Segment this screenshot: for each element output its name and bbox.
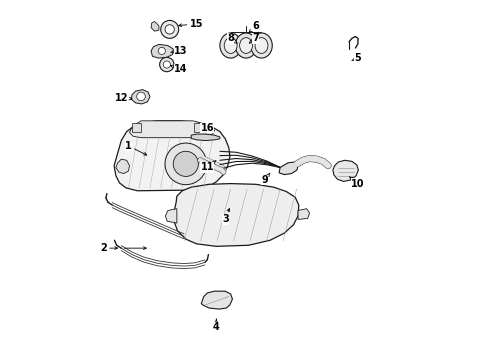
- Ellipse shape: [165, 25, 174, 34]
- Polygon shape: [129, 121, 215, 138]
- Polygon shape: [151, 22, 159, 31]
- Ellipse shape: [220, 33, 242, 58]
- Ellipse shape: [165, 143, 207, 185]
- Ellipse shape: [251, 33, 272, 58]
- Polygon shape: [298, 209, 310, 220]
- Polygon shape: [201, 291, 232, 309]
- Polygon shape: [166, 209, 177, 223]
- Text: 4: 4: [213, 319, 220, 332]
- Text: 14: 14: [171, 64, 187, 74]
- Ellipse shape: [224, 38, 237, 53]
- Ellipse shape: [255, 38, 268, 53]
- Ellipse shape: [163, 61, 171, 68]
- Ellipse shape: [160, 57, 174, 72]
- Text: 7: 7: [249, 33, 259, 43]
- Text: 8: 8: [227, 33, 237, 43]
- Ellipse shape: [137, 92, 146, 101]
- Polygon shape: [279, 162, 298, 175]
- Polygon shape: [131, 90, 150, 104]
- Text: 6: 6: [249, 21, 259, 32]
- Text: 1: 1: [125, 141, 147, 155]
- Polygon shape: [151, 44, 173, 58]
- Text: 12: 12: [115, 93, 132, 103]
- Ellipse shape: [173, 151, 198, 176]
- Text: 11: 11: [200, 161, 216, 172]
- Text: 3: 3: [222, 208, 230, 224]
- Polygon shape: [333, 160, 358, 181]
- Polygon shape: [116, 159, 129, 174]
- Polygon shape: [194, 123, 203, 132]
- Ellipse shape: [158, 47, 166, 54]
- Text: 15: 15: [179, 19, 203, 29]
- Ellipse shape: [235, 33, 257, 58]
- Text: 10: 10: [349, 177, 365, 189]
- Ellipse shape: [161, 21, 179, 39]
- Text: 9: 9: [261, 173, 270, 185]
- Ellipse shape: [240, 38, 252, 53]
- Text: 16: 16: [200, 123, 214, 133]
- Text: 13: 13: [171, 46, 187, 56]
- Text: 2: 2: [100, 243, 118, 253]
- Polygon shape: [132, 123, 141, 132]
- Text: 5: 5: [352, 53, 361, 63]
- Polygon shape: [191, 134, 220, 140]
- Polygon shape: [114, 121, 230, 191]
- Polygon shape: [174, 184, 299, 246]
